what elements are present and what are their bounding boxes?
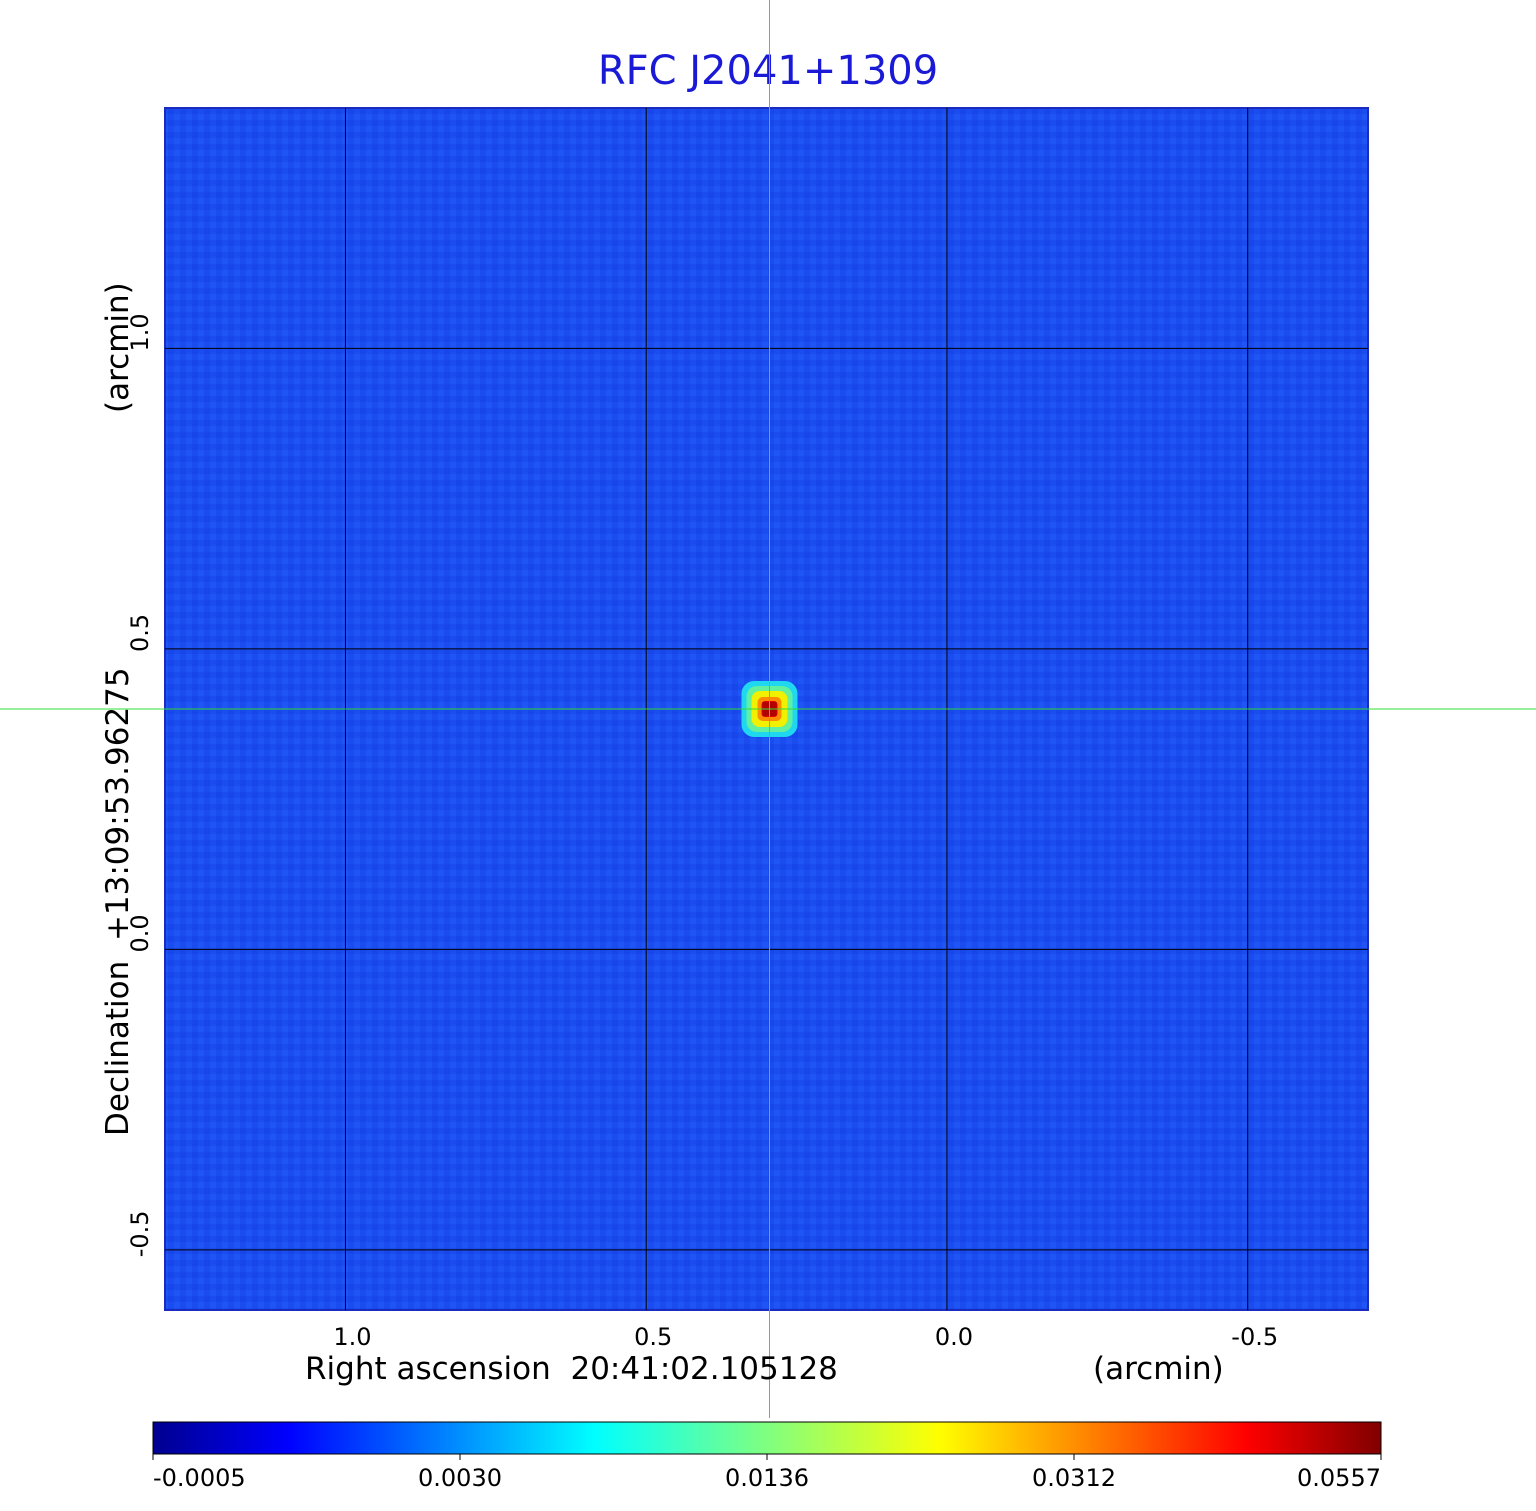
- colorbar-tick-labels: -0.0005 0.0030 0.0136 0.0312 0.0557: [152, 1454, 1382, 1492]
- x-axis-label: Right ascension 20:41:02.105128: [305, 1351, 838, 1387]
- x-tick-labels: 1.0 0.5 0.0 -0.5: [333, 1323, 1278, 1351]
- y-tick-label: 1.0: [126, 313, 154, 351]
- x-tick-label: 1.0: [333, 1323, 371, 1351]
- chart-title: RFC J2041+1309: [597, 48, 939, 94]
- x-tick-label: 0.5: [634, 1323, 672, 1351]
- colorbar-tick-label: 0.0312: [1032, 1464, 1116, 1492]
- x-tick-label: -0.5: [1231, 1323, 1278, 1351]
- colorbar-tick-label: 0.0557: [1297, 1464, 1381, 1492]
- colorbar: [152, 1421, 1382, 1455]
- y-tick-labels: 1.0 0.5 0.0 -0.5: [126, 313, 154, 1257]
- colorbar-tick-label: -0.0005: [153, 1464, 246, 1492]
- colorbar-tick-label: 0.0030: [418, 1464, 502, 1492]
- y-tick-label: 0.0: [126, 914, 154, 952]
- x-tick-label: 0.0: [935, 1323, 973, 1351]
- y-axis-label: Declination +13:09:53.96275: [100, 667, 136, 1136]
- crosshair: [0, 0, 1536, 1418]
- colorbar-tick-label: 0.0136: [725, 1464, 809, 1492]
- x-axis-unit: (arcmin): [1093, 1351, 1224, 1387]
- y-tick-label: 0.5: [126, 614, 154, 652]
- y-tick-label: -0.5: [126, 1210, 154, 1257]
- y-axis-unit: (arcmin): [100, 282, 136, 413]
